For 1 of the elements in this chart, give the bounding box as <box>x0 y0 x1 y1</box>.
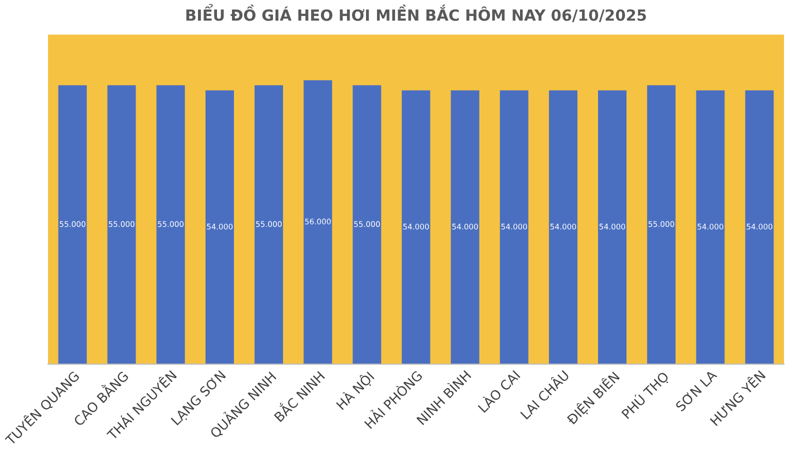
chart-title: BIỂU ĐỒ GIÁ HEO HƠI MIỀN BẮC HÔM NAY 06/10/2025 <box>186 4 646 22</box>
